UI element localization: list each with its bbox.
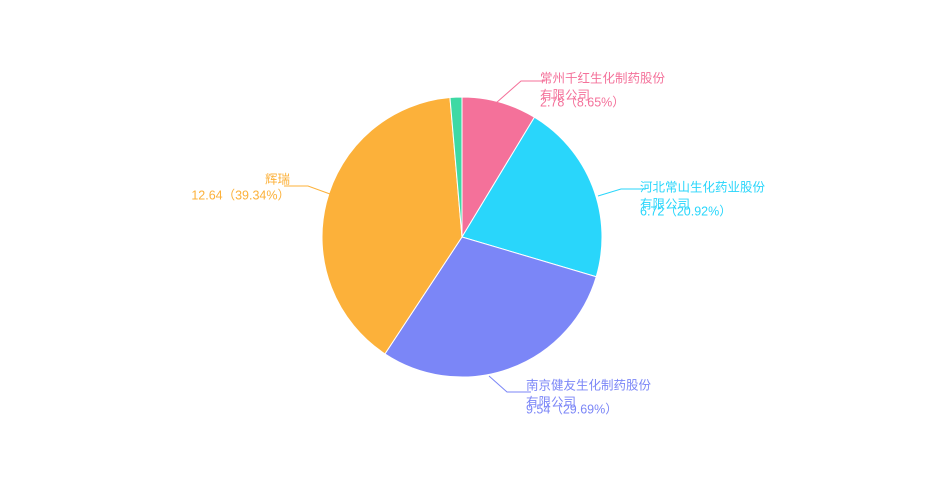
label-jianyou-name-line2: 有限公司 (526, 395, 576, 409)
label-jianyou-name-line1: 南京健友生化制药股份 (526, 377, 652, 392)
leader-line-qianhong (495, 80, 545, 104)
leader-line-changshan (597, 188, 645, 197)
pie-slice[interactable] (384, 236, 597, 378)
pie-slice[interactable] (449, 96, 463, 238)
label-jianyou-value: 9.54（29.69%） (526, 402, 618, 416)
leader-line-huirui (284, 185, 331, 195)
pie-slice[interactable] (461, 116, 603, 278)
label-changshan: 河北常山生化药业股份 有限公司 6.72（20.92%） (640, 180, 766, 218)
pie-slice[interactable] (321, 96, 463, 355)
pie-slices-group (321, 96, 603, 378)
label-qianhong-name-line2: 有限公司 (540, 88, 590, 102)
label-huirui: 辉瑞 12.64（39.34%） (191, 172, 290, 202)
label-jianyou: 南京健友生化制药股份 有限公司 9.54（29.69%） (526, 377, 652, 416)
label-changshan-value: 6.72（20.92%） (640, 204, 732, 218)
label-huirui-name: 辉瑞 (265, 172, 290, 186)
leader-lines-group (284, 80, 645, 393)
leader-line-jianyou (488, 375, 531, 393)
label-changshan-name-line2: 有限公司 (640, 197, 690, 211)
label-qianhong: 常州千红生化制药股份 有限公司 2.78（8.65%） (540, 70, 666, 109)
label-qianhong-value: 2.78（8.65%） (540, 95, 625, 109)
label-changshan-name-line1: 河北常山生化药业股份 (640, 180, 766, 194)
label-huirui-value: 12.64（39.34%） (191, 188, 290, 202)
label-qianhong-name-line1: 常州千红生化制药股份 (540, 70, 666, 85)
